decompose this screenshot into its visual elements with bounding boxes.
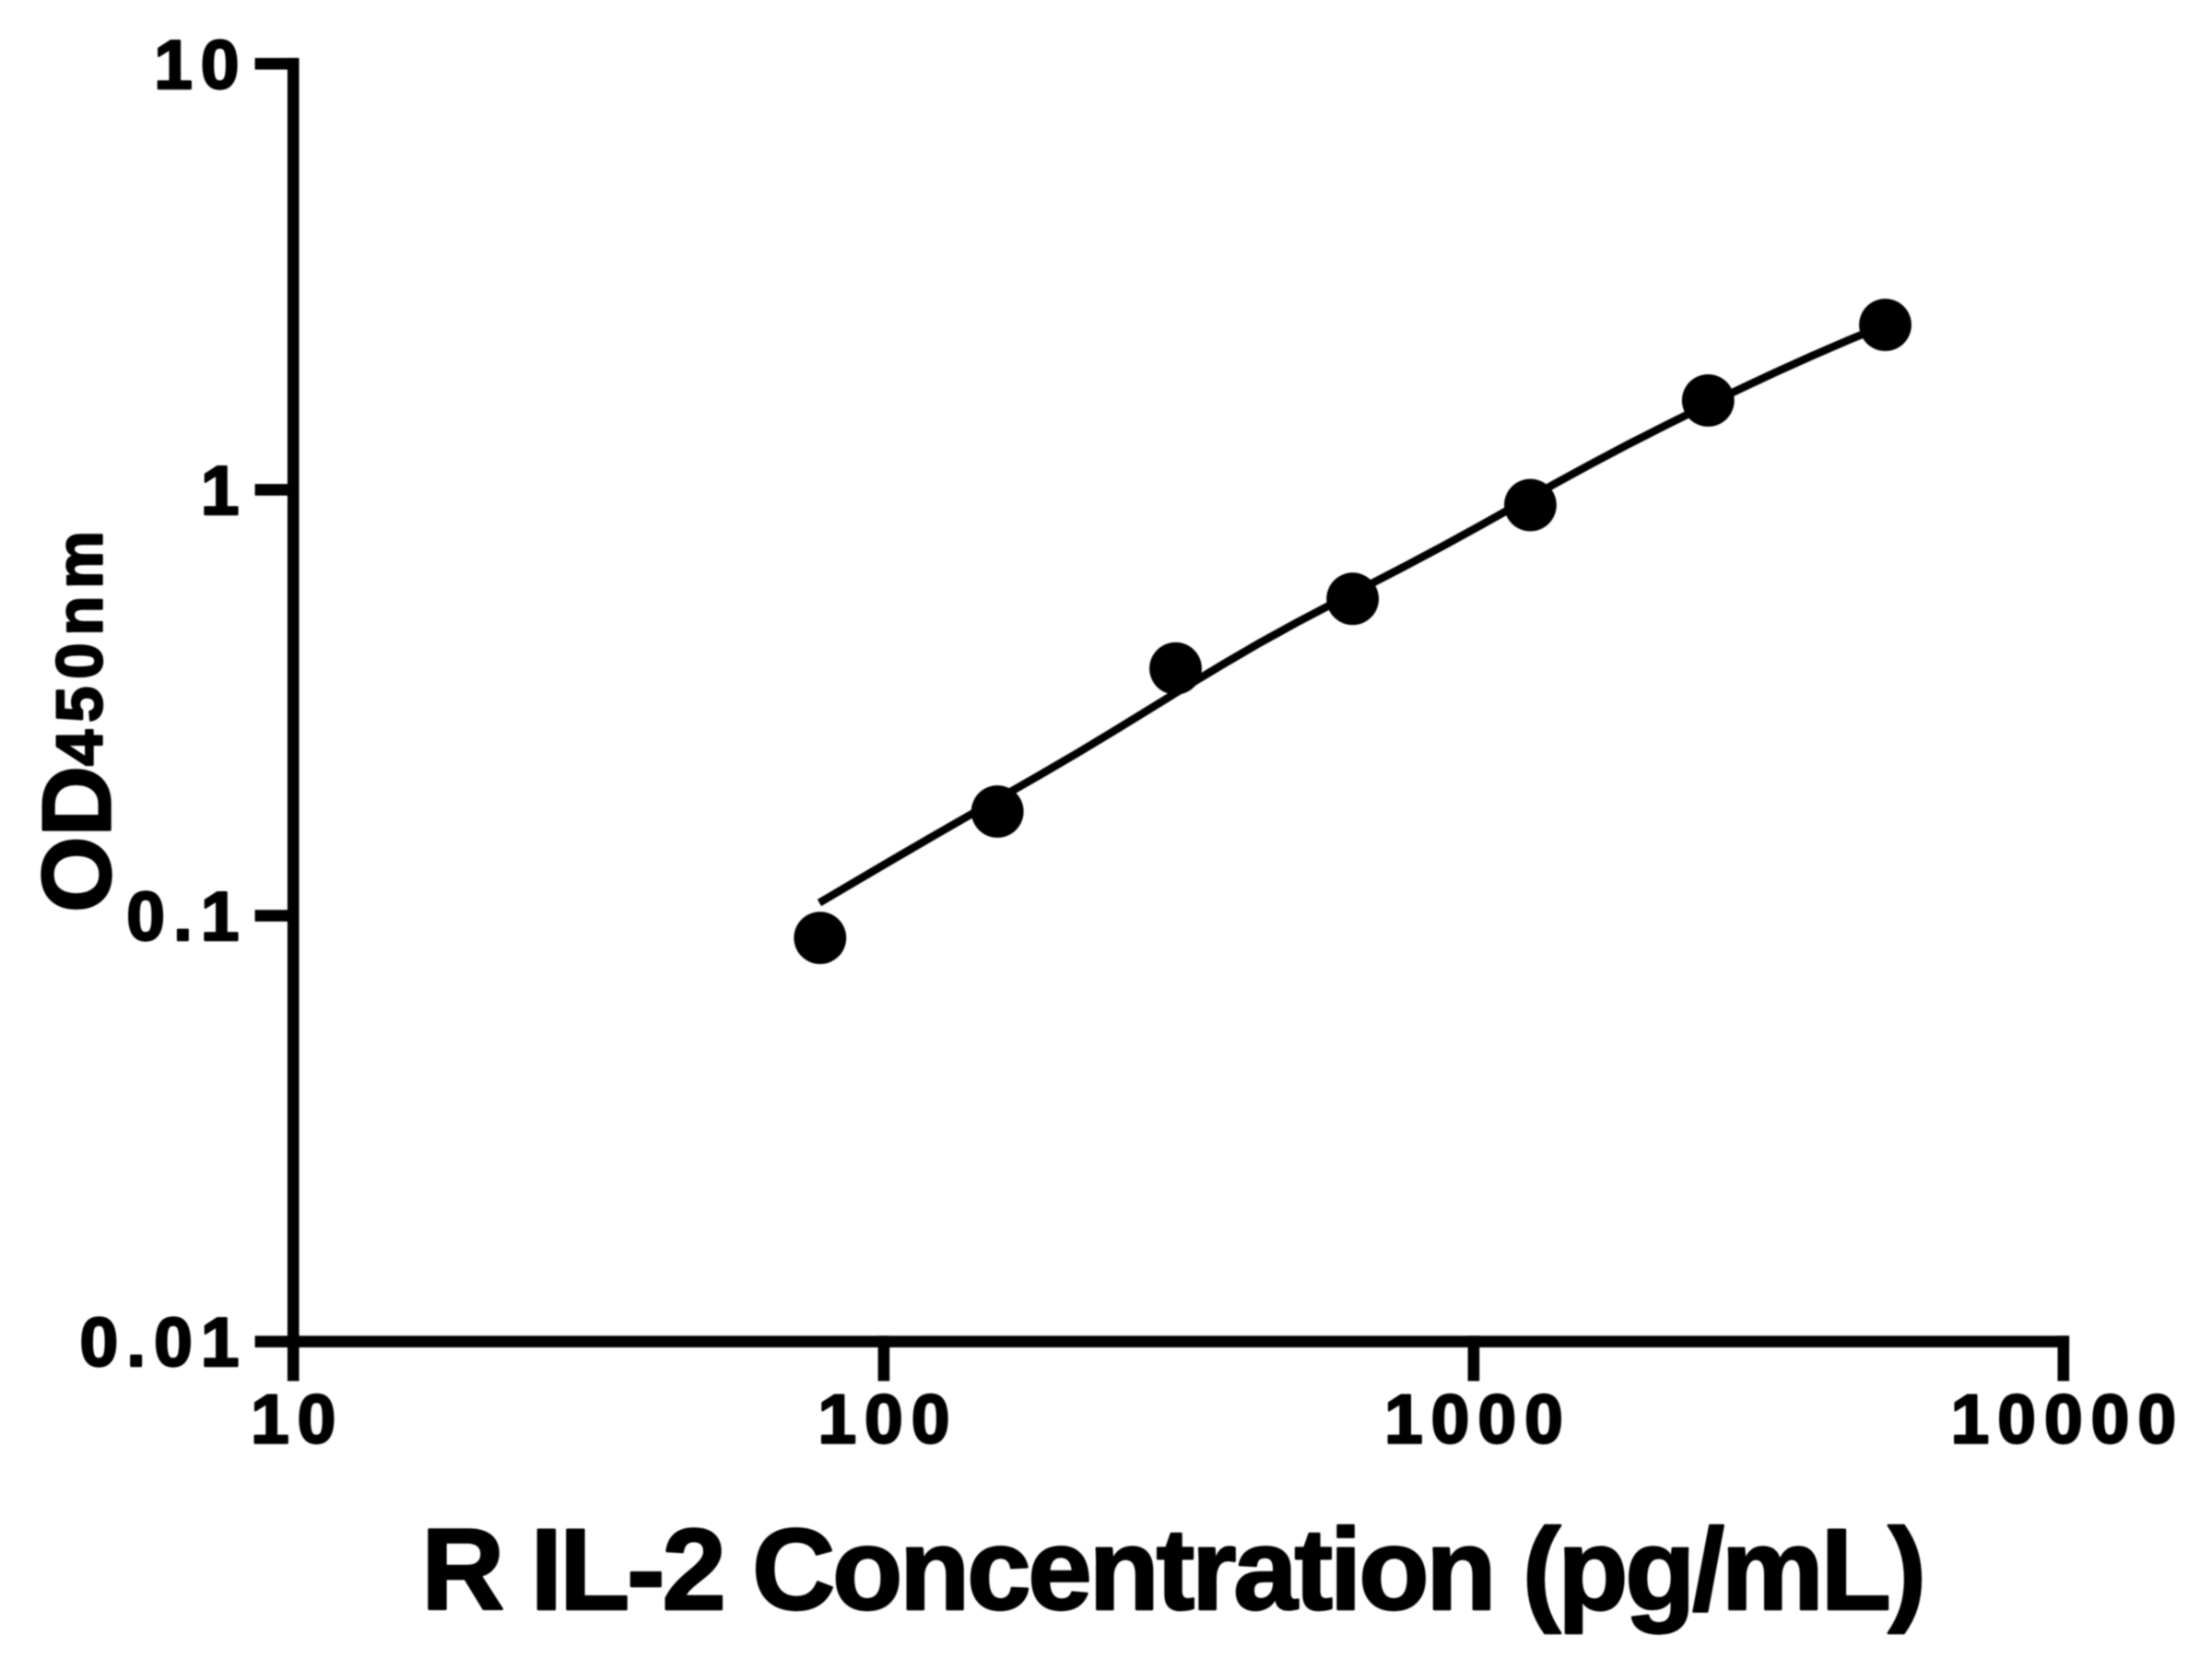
svg-text:100: 100 [818,1381,958,1458]
svg-text:0.1: 0.1 [126,877,247,955]
svg-text:10: 10 [251,1381,344,1458]
svg-text:0.01: 0.01 [80,1303,248,1381]
svg-text:1: 1 [201,452,248,529]
svg-text:10000: 10000 [1951,1381,2185,1458]
svg-text:R IL-2 Concentration (pg/mL): R IL-2 Concentration (pg/mL) [421,1506,1924,1634]
svg-text:10: 10 [154,26,247,103]
svg-text:1000: 1000 [1384,1381,1571,1458]
svg-text:OD450nm: OD450nm [22,524,131,912]
